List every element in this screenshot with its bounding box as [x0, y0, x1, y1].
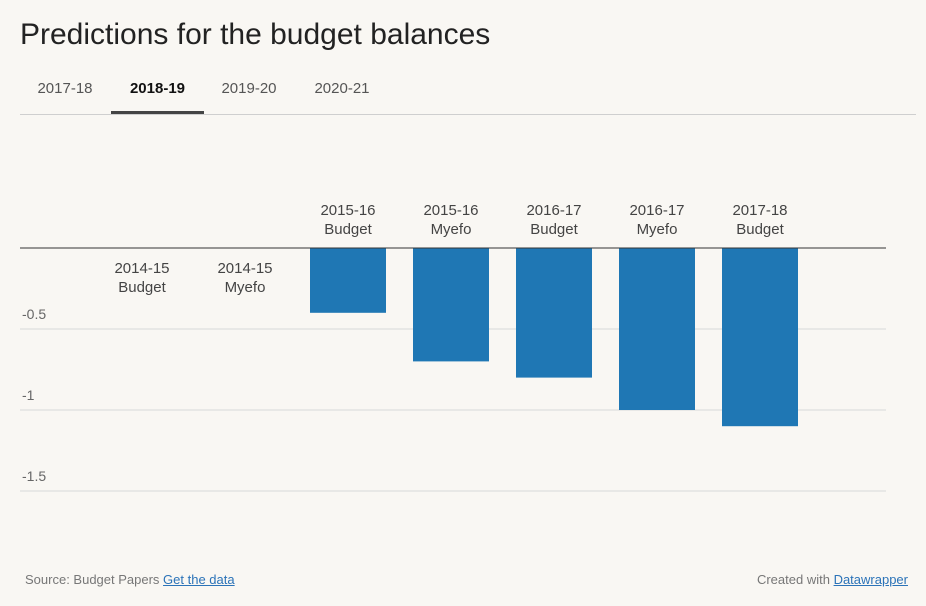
credit-note: Created with Datawrapper — [757, 572, 908, 587]
bar-label: 2016-17 Myefo — [629, 202, 684, 238]
bar — [619, 248, 695, 410]
bar — [516, 248, 592, 378]
source-text: Source: Budget Papers — [25, 572, 160, 587]
tab-2017-18[interactable]: 2017-18 — [37, 80, 93, 97]
bar-label: 2014-15 Budget — [114, 260, 169, 296]
bar — [722, 248, 798, 427]
bar-label: 2017-18 Budget — [732, 202, 787, 238]
y-tick-label: -1 — [22, 387, 35, 403]
tab-2020-21[interactable]: 2020-21 — [314, 80, 370, 97]
bar-label: 2015-16 Myefo — [423, 202, 478, 238]
y-tick-label: -1.5 — [22, 468, 46, 484]
bar — [413, 248, 489, 362]
chart-title: Predictions for the budget balances — [20, 18, 491, 51]
get-data-link[interactable]: Get the data — [163, 572, 235, 587]
datawrapper-link[interactable]: Datawrapper — [833, 572, 908, 587]
credit-text: Created with — [756, 572, 830, 587]
bar-label: 2015-16 Budget — [320, 202, 375, 238]
bar — [310, 248, 386, 313]
source-note: Source: Budget Papers Get the data — [25, 572, 235, 587]
bar-label: 2014-15 Myefo — [217, 260, 272, 296]
bar-label: 2016-17 Budget — [526, 202, 581, 238]
year-tabs: 2017-18 2018-19 2019-20 2020-21 — [20, 70, 916, 115]
tab-2019-20[interactable]: 2019-20 — [221, 80, 277, 97]
bar-chart: -0.5 -1 -1.5 2014-15 Budget 2014-15 Myefo 2015-… — [20, 202, 886, 492]
tab-2018-19[interactable]: 2018-19 — [111, 70, 204, 114]
y-tick-label: -0.5 — [22, 306, 46, 322]
